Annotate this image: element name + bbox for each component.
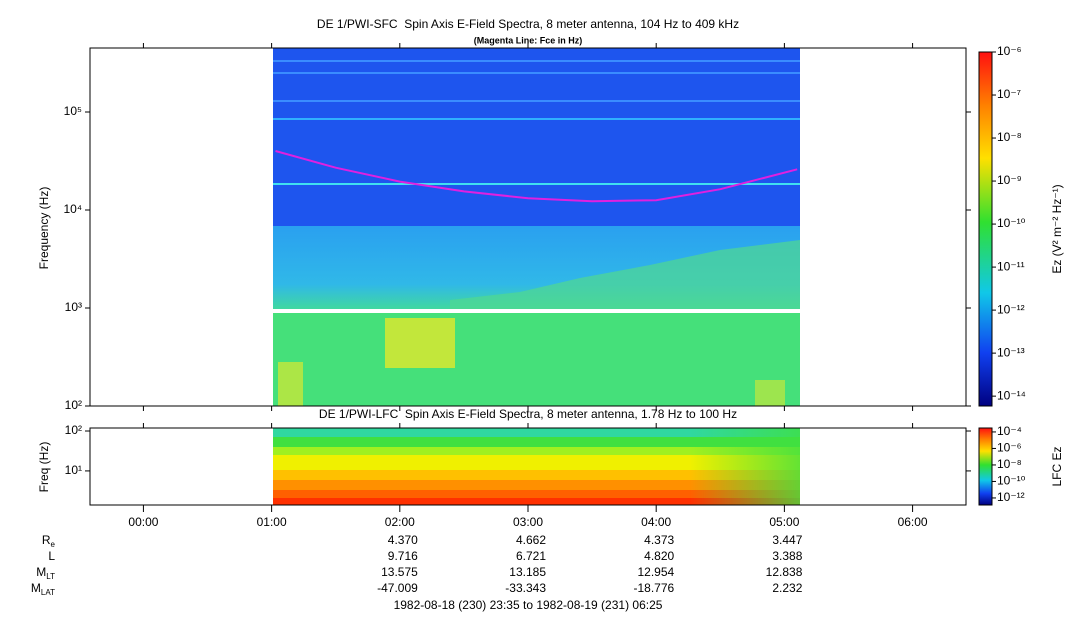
ephem-value: 6.721: [516, 549, 546, 563]
colorbar: [978, 51, 993, 407]
ephem-value: 12.954: [637, 565, 674, 579]
time-range: 1982-08-18 (230) 23:35 to 1982-08-19 (23…: [394, 598, 663, 612]
colorbar-tick-label: 10⁻¹²: [997, 302, 1025, 316]
colorbar-tick-label: 10⁻⁶: [997, 44, 1022, 58]
spectro-patch: [385, 318, 455, 368]
x-tick-label: 06:00: [898, 515, 928, 529]
ephem-label-main: M: [31, 581, 41, 595]
y-tick-label: 10⁵: [64, 104, 82, 118]
ephem-value: 3.447: [772, 533, 802, 547]
y-tick-label: 10²: [65, 398, 82, 412]
colorbar-tick-label: 10⁻⁸: [997, 130, 1022, 144]
ephem-value: -47.009: [377, 581, 418, 595]
ephem-label-main: L: [48, 549, 55, 563]
colorbar-tick-label: 10⁻⁷: [997, 87, 1021, 101]
spectro-band: [273, 437, 800, 447]
chart-title: DE 1/PWI-LFC Spin Axis E-Field Spectra, …: [319, 407, 737, 421]
spectro-band: [273, 490, 800, 498]
spectro-fade: [690, 428, 800, 505]
ephem-value: -33.343: [505, 581, 546, 595]
chart-subtitle: (Magenta Line: Fce in Hz): [474, 35, 583, 45]
ephem-label: MLT: [36, 565, 55, 581]
spectro-line: [273, 183, 800, 185]
x-tick-label: 05:00: [769, 515, 799, 529]
y-tick-label: 10⁴: [63, 202, 82, 216]
x-tick-label: 04:00: [641, 515, 671, 529]
spectro-band: [273, 313, 800, 406]
x-tick-label: 01:00: [257, 515, 287, 529]
y-axis-label: Frequency (Hz): [37, 187, 51, 270]
x-tick-label: 02:00: [385, 515, 415, 529]
ephem-value: 13.185: [509, 565, 546, 579]
colorbar-tick-label: 10⁻⁹: [997, 173, 1022, 187]
chart-title: DE 1/PWI-SFC Spin Axis E-Field Spectra, …: [317, 17, 739, 31]
spectro-band: [273, 428, 800, 437]
spectro-band: [273, 48, 800, 226]
ephem-label-sub: LT: [46, 572, 55, 581]
spectro-line: [273, 60, 800, 62]
y-tick-label: 10³: [65, 300, 82, 314]
ephem-value: 4.820: [644, 549, 674, 563]
x-tick-label: 03:00: [513, 515, 543, 529]
colorbar-tick-label: 10⁻⁴: [997, 424, 1022, 438]
y-axis-label: Freq (Hz): [37, 442, 51, 493]
ephem-value: 2.232: [772, 581, 802, 595]
colorbar-tick-label: 10⁻¹⁰: [997, 474, 1026, 488]
colorbar-tick-label: 10⁻¹²: [997, 490, 1025, 504]
spectro-line: [273, 100, 800, 102]
spectro-line: [273, 118, 800, 120]
ephem-value: 4.662: [516, 533, 546, 547]
ephem-label: Re: [42, 533, 56, 549]
ephem-label-sub: LAT: [41, 588, 55, 597]
colorbar: [978, 427, 993, 506]
colorbar-tick-label: 10⁻¹¹: [997, 259, 1025, 273]
fce-line: [275, 150, 798, 203]
ephem-value: 9.716: [388, 549, 418, 563]
spectro-band: [273, 480, 800, 490]
spectro-line: [273, 72, 800, 74]
ephem-label: MLAT: [31, 581, 55, 597]
colorbar-label: LFC Ez: [1050, 446, 1064, 486]
spectro-band: [273, 447, 800, 455]
ephem-value: 12.838: [766, 565, 803, 579]
y-tick-label: 10²: [65, 423, 82, 437]
x-tick-label: 00:00: [128, 515, 158, 529]
colorbar-label: Ez (V² m⁻² Hz⁻¹): [1050, 184, 1064, 273]
ephem-value: 3.388: [772, 549, 802, 563]
lfc-spectrogram: [273, 428, 800, 505]
spectro-patch: [755, 380, 785, 406]
spectro-band: [273, 455, 800, 470]
y-tick-label: 10¹: [65, 463, 82, 477]
ephem-value: 4.370: [388, 533, 418, 547]
ephem-label-main: R: [42, 533, 51, 547]
colorbar-tick-label: 10⁻¹⁰: [997, 216, 1026, 230]
ephem-value: -18.776: [633, 581, 674, 595]
sfc-spectrogram: [273, 48, 800, 406]
ephem-label-sub: e: [51, 540, 56, 549]
ephem-label: L: [48, 549, 55, 563]
spectro-patch: [450, 240, 800, 309]
colorbar-tick-label: 10⁻⁶: [997, 441, 1022, 455]
colorbar-tick-label: 10⁻¹⁴: [997, 388, 1026, 402]
ephem-label-main: M: [36, 565, 46, 579]
colorbar-tick-label: 10⁻¹³: [997, 345, 1025, 359]
spectro-patch: [278, 362, 303, 406]
colorbar-tick-label: 10⁻⁸: [997, 457, 1022, 471]
spectro-band: [273, 498, 800, 505]
ephem-value: 4.373: [644, 533, 674, 547]
spectro-band: [273, 470, 800, 480]
ephem-value: 13.575: [381, 565, 418, 579]
